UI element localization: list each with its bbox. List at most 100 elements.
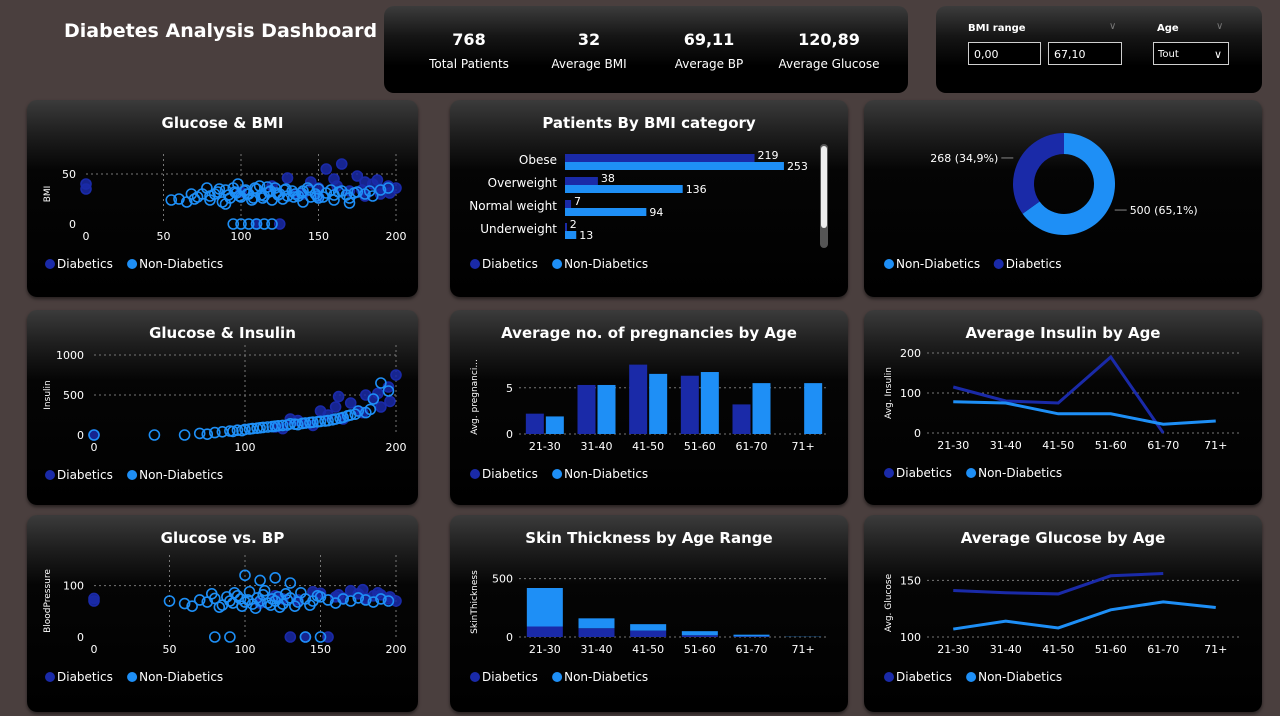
legend-marker [993,259,1004,269]
legend-marker [552,469,563,479]
kpi-card: 768 Total Patients 32 Average BMI 69,11 … [384,6,908,93]
data-point [304,416,316,429]
data-point [251,422,263,434]
legend-label: Non-Diabetics [896,257,980,271]
data-label: 94 [649,206,663,219]
x-tick-label: 0 [91,441,98,454]
data-point [228,586,241,599]
x-tick-label: 200 [386,643,407,656]
data-point [314,631,327,643]
data-point [186,600,198,612]
bmi-max-input[interactable]: 67,10 [1048,42,1122,65]
skin-thickness-card: Skin Thickness by Age Range 0 500 21-30 31-4… [450,515,848,712]
data-point [319,415,331,427]
x-tick-label: 50 [163,643,177,656]
legend-marker [552,259,563,269]
kpi-label: Total Patients [429,57,509,71]
legend-marker [470,259,480,269]
data-point [311,190,323,202]
bar [565,200,572,208]
legend-marker [552,672,563,682]
data-point [185,188,198,200]
y-tick-label: 100 [900,387,921,400]
category-label: Overweight [488,176,558,190]
bar [526,588,563,627]
glucose-insulin-card: Glucose & Insulin 0 100 200 0 500 1000 Insulin D… [27,310,418,505]
x-tick-label: 100 [235,643,256,656]
x-tick-label: 21-30 [937,439,969,452]
data-point [193,594,206,606]
legend-marker [127,259,138,269]
data-point [363,185,376,197]
kpi-label: Average BMI [551,57,627,71]
bar [752,383,771,434]
data-label: 2 [570,218,577,231]
data-point [80,178,92,190]
data-point [219,198,232,210]
data-point [325,184,337,196]
data-point [343,197,356,209]
data-point [297,196,309,208]
bar [565,162,784,170]
bar [681,631,718,636]
data-point [326,414,339,426]
data-point [241,188,253,200]
bar [565,208,647,216]
data-point [375,377,387,389]
data-point [311,590,324,602]
data-point [390,369,402,381]
y-tick-label: 500 [492,573,513,586]
data-point [242,218,255,230]
data-point [312,192,325,204]
x-tick-label: 150 [310,643,331,656]
pregnancies-chart: Average no. of pregnancies by Age 0 5 21-30… [470,324,829,481]
x-tick-label: 41-50 [1042,643,1074,656]
bmi-min-input[interactable]: 0,00 [968,42,1041,65]
chevron-down-icon[interactable]: ∨ [1216,21,1224,32]
x-tick-label: 71+ [792,440,815,453]
pie-slice [1013,133,1064,214]
legend-label: Diabetics [482,670,538,684]
legend-marker [470,672,480,682]
age-dropdown[interactable]: Tout ∨ [1153,42,1229,65]
data-point [296,417,309,430]
chevron-down-icon[interactable]: ∨ [1109,21,1117,32]
data-point [239,569,251,582]
bar [578,618,615,629]
legend-marker [45,259,55,269]
data-point [213,183,226,195]
data-point [257,421,269,434]
data-point [374,184,387,196]
bar [577,384,596,434]
legend-label: Non-Diabetics [139,257,223,271]
data-point [249,182,261,194]
data-point [280,183,292,195]
series-line [952,354,1165,434]
legend-label: Diabetics [1006,257,1062,271]
kpi-average-glucose: 120,89 Average Glucose [764,30,894,71]
age-label: Age [1157,23,1179,34]
x-tick-label: 100 [231,230,252,243]
x-tick-label: 61-70 [1147,643,1179,656]
data-point [236,424,248,437]
data-point [329,401,342,413]
y-tick-label: 500 [63,389,84,402]
filter-panel: BMI range ∨ 0,00 67,10 Age ∨ Tout ∨ [936,6,1262,93]
data-point [205,588,218,600]
data-point [372,586,384,599]
data-point [284,577,297,589]
data-point [270,187,283,199]
legend-marker [966,468,977,478]
data-point [256,192,269,204]
data-point [295,586,307,599]
data-point [227,425,239,438]
bar [565,154,755,162]
y-tick-label: 0 [914,427,921,440]
data-label: 268 (34,9%) [930,152,998,165]
x-tick-label: 0 [83,230,90,243]
data-point [273,218,286,230]
x-tick-label: 31-40 [990,439,1022,452]
y-tick-label: 5 [506,382,513,395]
y-tick-label: 200 [900,347,921,360]
legend-label: Non-Diabetics [978,466,1062,480]
